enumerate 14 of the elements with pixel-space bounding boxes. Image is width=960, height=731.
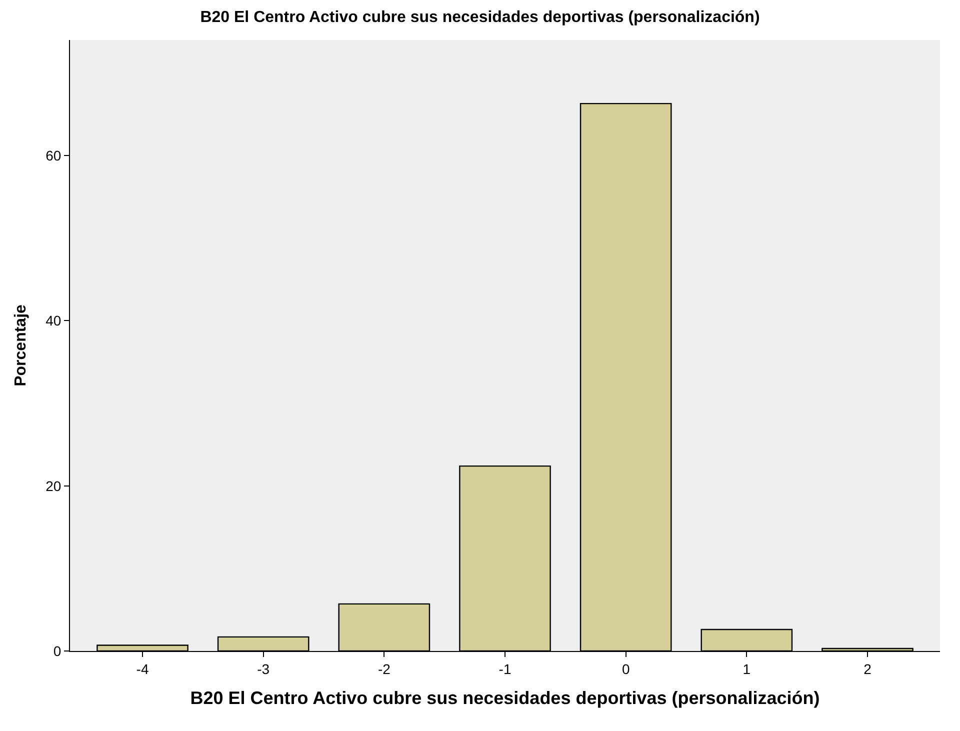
x-tick-label: -4 [136,660,149,677]
y-tick-label: 40 [46,312,62,329]
x-tick-label: -3 [257,660,270,677]
y-tick-label: 20 [46,478,62,494]
x-tick-label: -2 [378,660,391,677]
x-axis-title: B20 El Centro Activo cubre sus necesidades deportivas (personalización) [190,688,820,708]
x-tick-label: 1 [742,660,751,677]
y-tick-label: 0 [53,642,62,659]
y-axis-title: Porcentaje [12,304,30,386]
chart-title: B20 El Centro Activo cubre sus necesidades deportivas (personalización) [200,9,760,26]
x-tick-label: 2 [864,660,872,677]
y-tick-label: 60 [46,147,62,164]
x-tick-label: 0 [622,660,630,677]
x-tick-label: -1 [498,660,512,677]
